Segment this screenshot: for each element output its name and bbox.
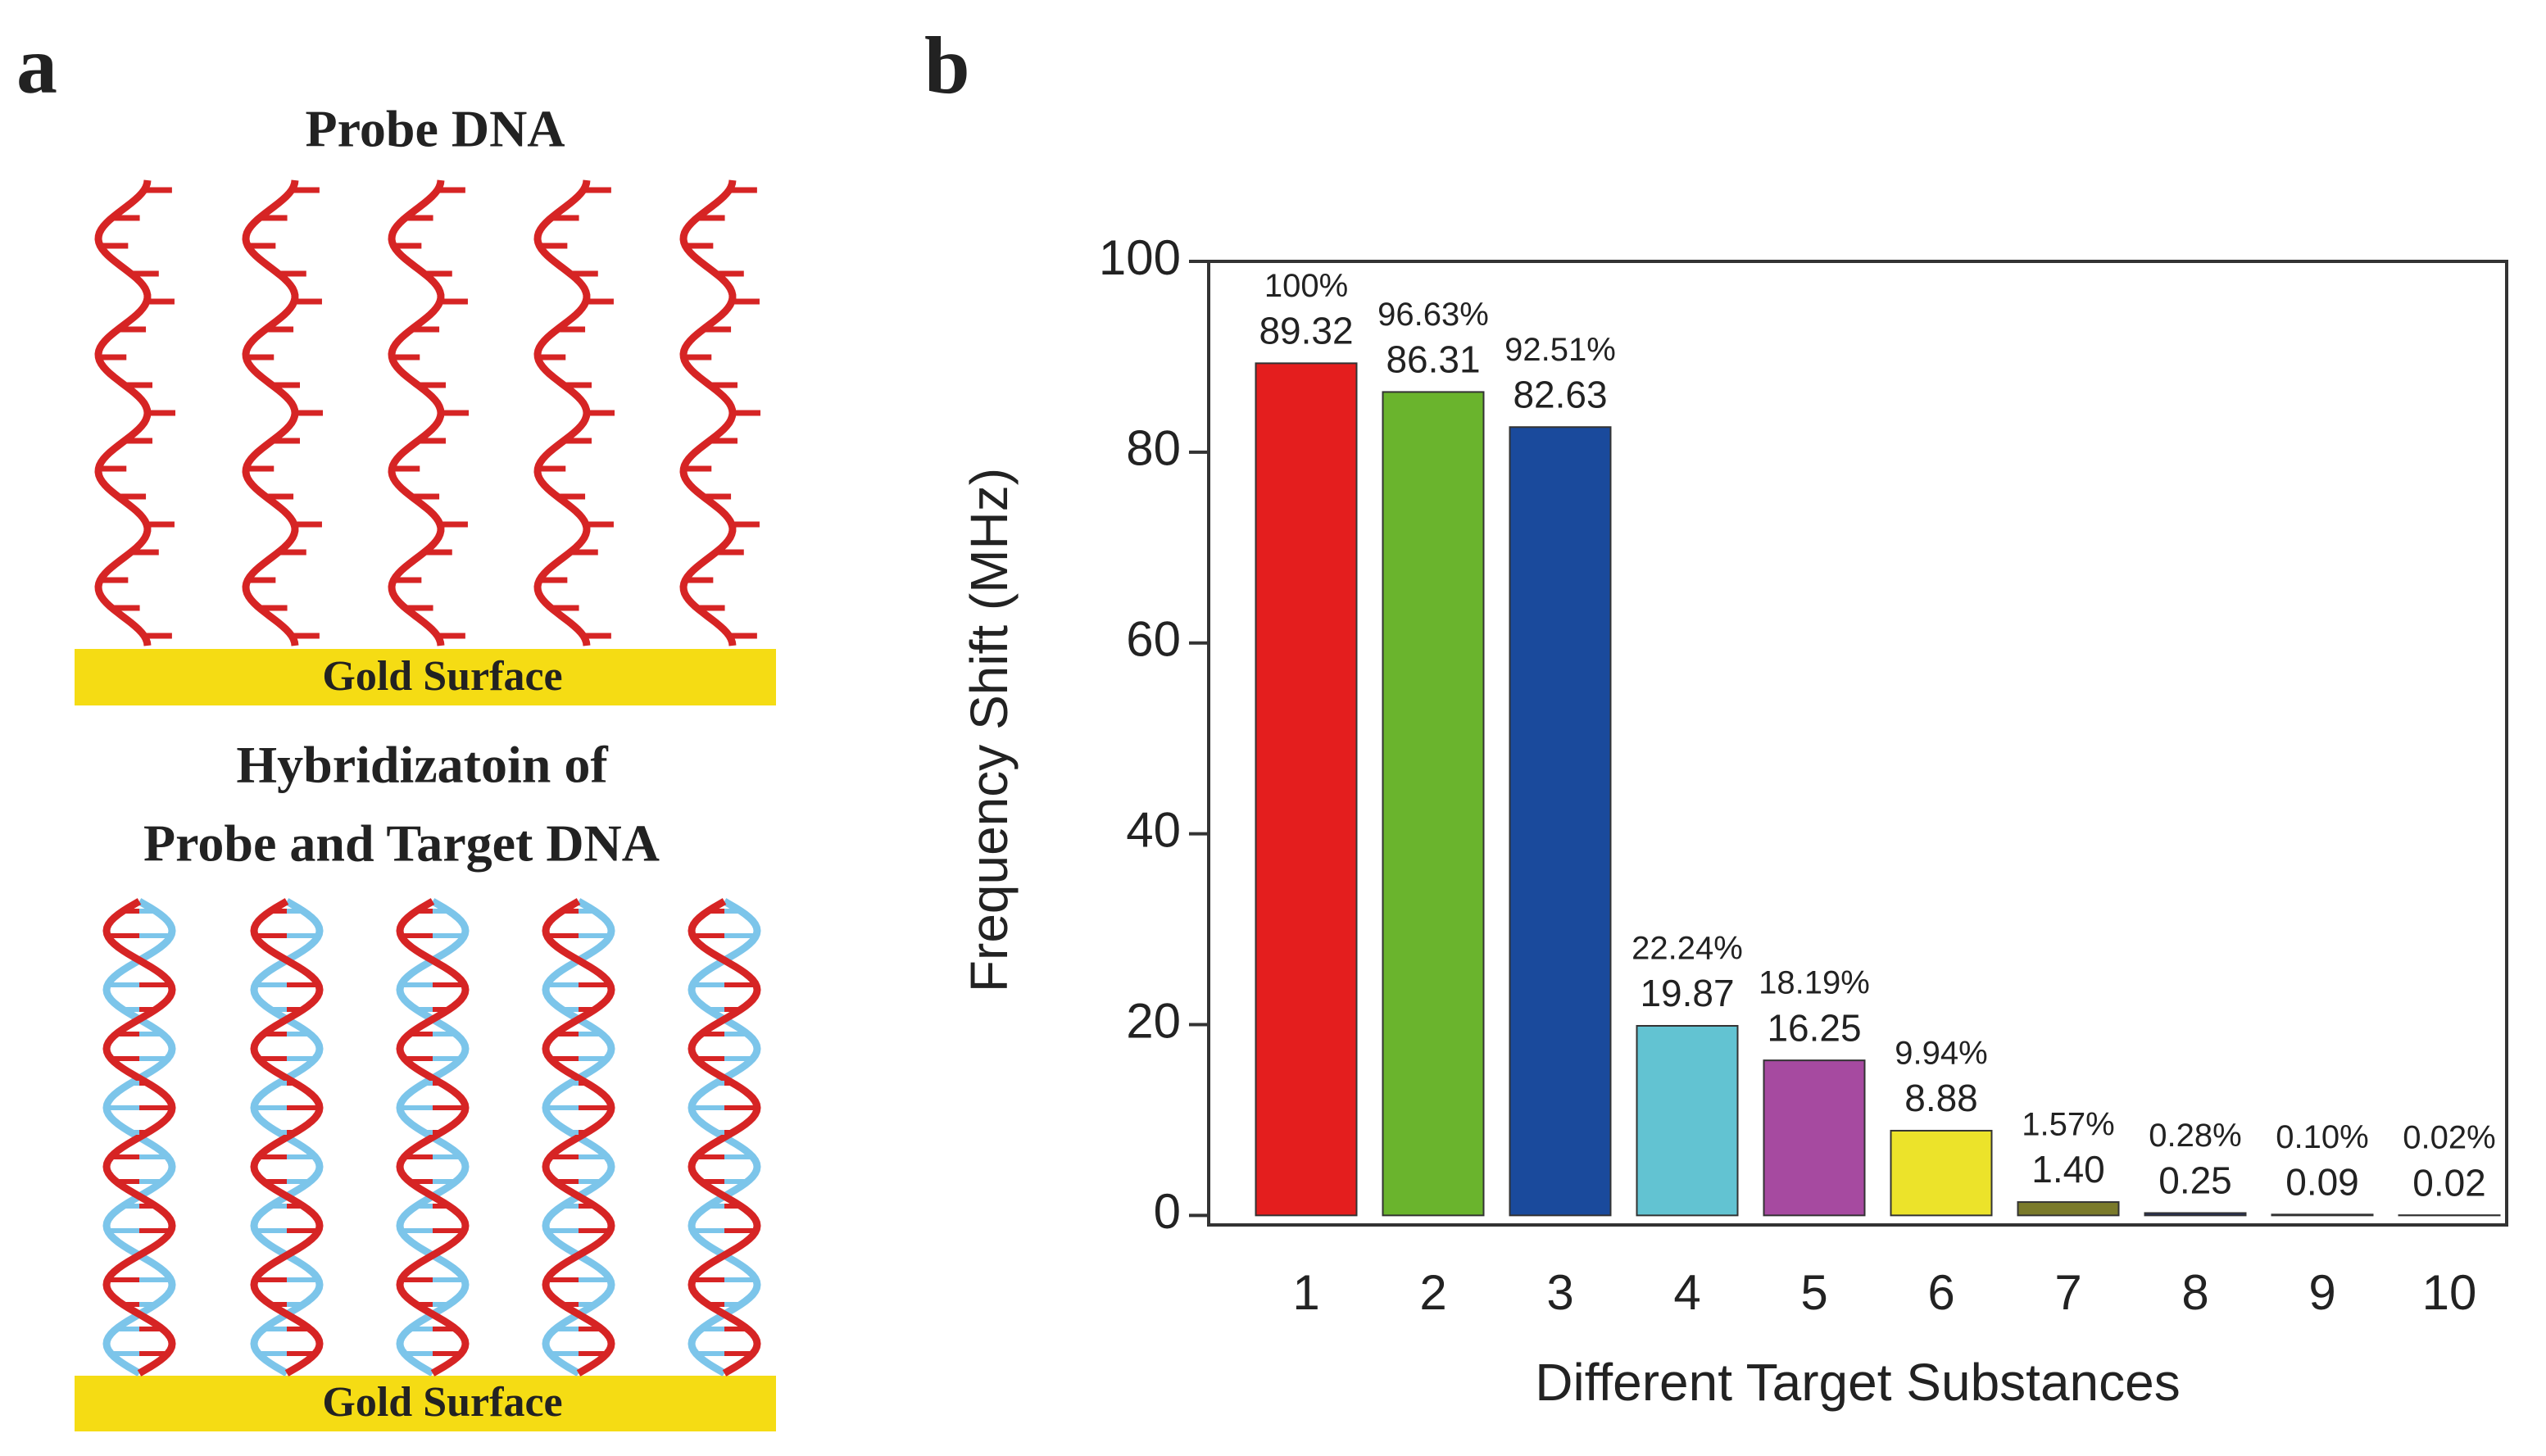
value-label: 0.02 (2412, 1161, 2486, 1204)
y-tick-label: 40 (1126, 802, 1181, 857)
bar (2018, 1202, 2119, 1215)
x-axis-title: Different Target Substances (1535, 1353, 2180, 1412)
x-tick-label: 4 (1673, 1265, 1700, 1320)
probe-title: Probe DNA (306, 100, 565, 158)
bar (1891, 1131, 1992, 1215)
hybrid-title: Probe and Target DNA (143, 814, 660, 873)
value-label: 1.40 (2031, 1148, 2105, 1191)
y-tick-label: 80 (1126, 421, 1181, 476)
bar (1383, 392, 1484, 1215)
probe-strand (683, 180, 733, 646)
bar (1256, 363, 1357, 1215)
value-label: 86.31 (1386, 338, 1480, 381)
y-tick-label: 60 (1126, 612, 1181, 667)
percent-label: 9.94% (1895, 1036, 1987, 1072)
percent-label: 1.57% (2022, 1107, 2114, 1143)
bar (1764, 1060, 1865, 1215)
y-tick-label: 0 (1154, 1184, 1181, 1239)
value-label: 89.32 (1259, 310, 1353, 352)
probe-strand (392, 180, 441, 646)
percent-label: 18.19% (1759, 965, 1870, 1001)
value-label: 82.63 (1513, 373, 1607, 415)
x-tick-label: 9 (2308, 1265, 2335, 1320)
surface-label: Gold Surface (322, 653, 562, 700)
y-axis-title: Frequency Shift (MHz) (960, 468, 1019, 992)
x-tick-label: 10 (2422, 1265, 2477, 1320)
percent-label: 100% (1264, 268, 1348, 304)
x-tick-label: 5 (1800, 1265, 1827, 1320)
percent-label: 22.24% (1632, 931, 1743, 967)
value-label: 0.09 (2285, 1160, 2359, 1203)
x-tick-label: 1 (1292, 1265, 1319, 1320)
panel-label: a (16, 20, 57, 111)
surface-label: Gold Surface (322, 1379, 562, 1426)
y-tick-label: 100 (1099, 230, 1181, 285)
value-label: 8.88 (1904, 1077, 1978, 1119)
value-label: 0.25 (2158, 1159, 2232, 1202)
hybrid-title: Hybridizatoin of (236, 736, 608, 794)
bar (1510, 427, 1611, 1215)
y-tick-label: 20 (1126, 993, 1181, 1048)
bar (2145, 1213, 2246, 1215)
probe-strand (538, 180, 587, 646)
percent-label: 92.51% (1504, 332, 1616, 368)
x-tick-label: 6 (1927, 1265, 1954, 1320)
probe-strand (246, 180, 295, 646)
x-tick-label: 2 (1419, 1265, 1446, 1320)
percent-label: 96.63% (1377, 297, 1489, 333)
x-tick-label: 3 (1546, 1265, 1573, 1320)
percent-label: 0.28% (2149, 1118, 2241, 1154)
percent-label: 0.02% (2403, 1120, 2495, 1156)
value-label: 16.25 (1767, 1006, 1861, 1049)
probe-strand (98, 180, 147, 646)
x-tick-label: 8 (2181, 1265, 2208, 1320)
bar (1637, 1026, 1738, 1215)
bar (2272, 1214, 2373, 1215)
x-tick-label: 7 (2054, 1265, 2081, 1320)
percent-label: 0.10% (2276, 1119, 2368, 1155)
panel-label: b (924, 20, 970, 111)
value-label: 19.87 (1640, 972, 1734, 1014)
